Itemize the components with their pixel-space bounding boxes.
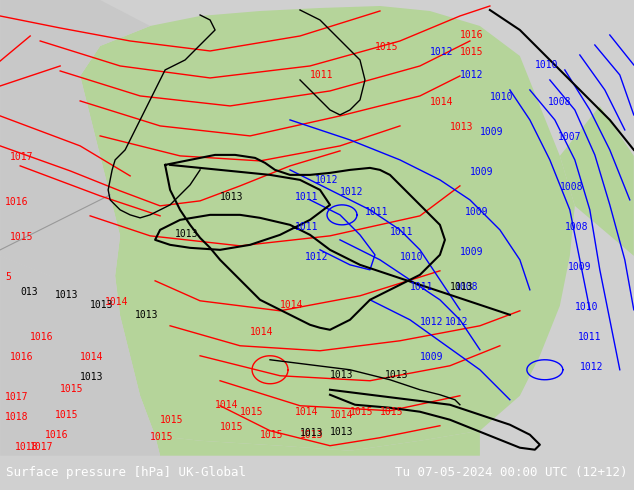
- Text: 1015: 1015: [150, 432, 174, 441]
- Text: 1015: 1015: [375, 42, 398, 52]
- Text: 1013: 1013: [385, 370, 408, 380]
- Text: 1015: 1015: [60, 384, 84, 394]
- Text: 1013: 1013: [55, 290, 79, 300]
- Text: 1009: 1009: [420, 352, 443, 362]
- Text: 1012: 1012: [460, 70, 483, 80]
- Text: 1012: 1012: [580, 362, 604, 372]
- Text: 1018: 1018: [15, 441, 39, 452]
- Text: 1012: 1012: [445, 317, 469, 327]
- Text: Surface pressure [hPa] UK-Global: Surface pressure [hPa] UK-Global: [6, 466, 247, 479]
- Text: 1011: 1011: [578, 332, 601, 342]
- Text: 1014: 1014: [105, 297, 129, 307]
- Polygon shape: [480, 306, 634, 456]
- Text: 1010: 1010: [535, 60, 559, 70]
- Text: 1013: 1013: [330, 427, 354, 437]
- Text: 1011: 1011: [295, 222, 318, 232]
- Text: 1015: 1015: [55, 410, 79, 420]
- Text: 1008: 1008: [560, 182, 583, 192]
- Text: 1015: 1015: [220, 422, 243, 432]
- Text: 1011: 1011: [365, 207, 389, 217]
- Text: 1013: 1013: [220, 192, 243, 202]
- Text: 1017: 1017: [10, 152, 34, 162]
- Text: 1014: 1014: [330, 410, 354, 420]
- Text: 1014: 1014: [295, 407, 318, 416]
- Text: 1018: 1018: [5, 412, 29, 422]
- Text: 1010: 1010: [490, 92, 514, 102]
- Text: 1013: 1013: [450, 282, 474, 292]
- Text: 1009: 1009: [465, 207, 488, 217]
- Text: 1012: 1012: [430, 47, 453, 57]
- Polygon shape: [155, 431, 480, 456]
- Text: 1010: 1010: [575, 302, 598, 312]
- Text: 5: 5: [5, 272, 11, 282]
- Text: 1011: 1011: [410, 282, 434, 292]
- Text: 1008: 1008: [455, 282, 479, 292]
- Text: 1011: 1011: [295, 192, 318, 202]
- Text: 1013: 1013: [330, 370, 354, 380]
- Text: 1016: 1016: [460, 30, 483, 40]
- Text: 1014: 1014: [80, 352, 103, 362]
- Text: 1014: 1014: [250, 327, 273, 337]
- Text: 1015: 1015: [380, 407, 403, 416]
- Text: 1017: 1017: [30, 441, 54, 452]
- Text: 1015: 1015: [460, 47, 483, 57]
- Text: 1012: 1012: [305, 252, 328, 262]
- Text: 1011: 1011: [310, 70, 333, 80]
- Text: 1016: 1016: [30, 332, 54, 342]
- Polygon shape: [560, 106, 634, 256]
- Text: 1016: 1016: [5, 197, 29, 207]
- Text: 1009: 1009: [470, 167, 493, 177]
- Text: 1008: 1008: [548, 97, 571, 107]
- Text: 1011: 1011: [390, 227, 413, 237]
- Text: 1007: 1007: [558, 132, 581, 142]
- Text: 1013: 1013: [175, 229, 198, 239]
- Polygon shape: [0, 256, 160, 456]
- Polygon shape: [80, 6, 575, 451]
- Text: 1013: 1013: [450, 122, 474, 132]
- Text: 1016: 1016: [10, 352, 34, 362]
- Text: 013: 013: [20, 287, 38, 297]
- Text: 1013: 1013: [300, 428, 323, 438]
- Text: 1009: 1009: [460, 247, 483, 257]
- Text: 1013: 1013: [135, 310, 158, 320]
- Text: 1017: 1017: [5, 392, 29, 402]
- Text: 1015: 1015: [10, 232, 34, 242]
- Text: 1015: 1015: [240, 407, 264, 416]
- Text: 1009: 1009: [568, 262, 592, 272]
- Text: Tu 07-05-2024 00:00 UTC (12+12): Tu 07-05-2024 00:00 UTC (12+12): [395, 466, 628, 479]
- Polygon shape: [0, 0, 150, 276]
- Text: 1013: 1013: [80, 372, 103, 382]
- Text: 1009: 1009: [480, 127, 503, 137]
- Text: 1014: 1014: [215, 400, 238, 410]
- Text: 1016: 1016: [45, 430, 68, 440]
- Text: 1014: 1014: [430, 97, 453, 107]
- Text: 1015: 1015: [350, 407, 373, 416]
- Text: 1015: 1015: [260, 430, 283, 440]
- Text: 1012: 1012: [420, 317, 443, 327]
- Text: 1013: 1013: [300, 430, 323, 440]
- Text: 1008: 1008: [565, 222, 588, 232]
- Text: 1014: 1014: [280, 300, 304, 310]
- Text: 1010: 1010: [400, 252, 424, 262]
- Text: 1015: 1015: [160, 415, 184, 425]
- Text: 1013: 1013: [90, 300, 113, 310]
- Text: 1012: 1012: [315, 175, 339, 185]
- Text: 1012: 1012: [340, 187, 363, 197]
